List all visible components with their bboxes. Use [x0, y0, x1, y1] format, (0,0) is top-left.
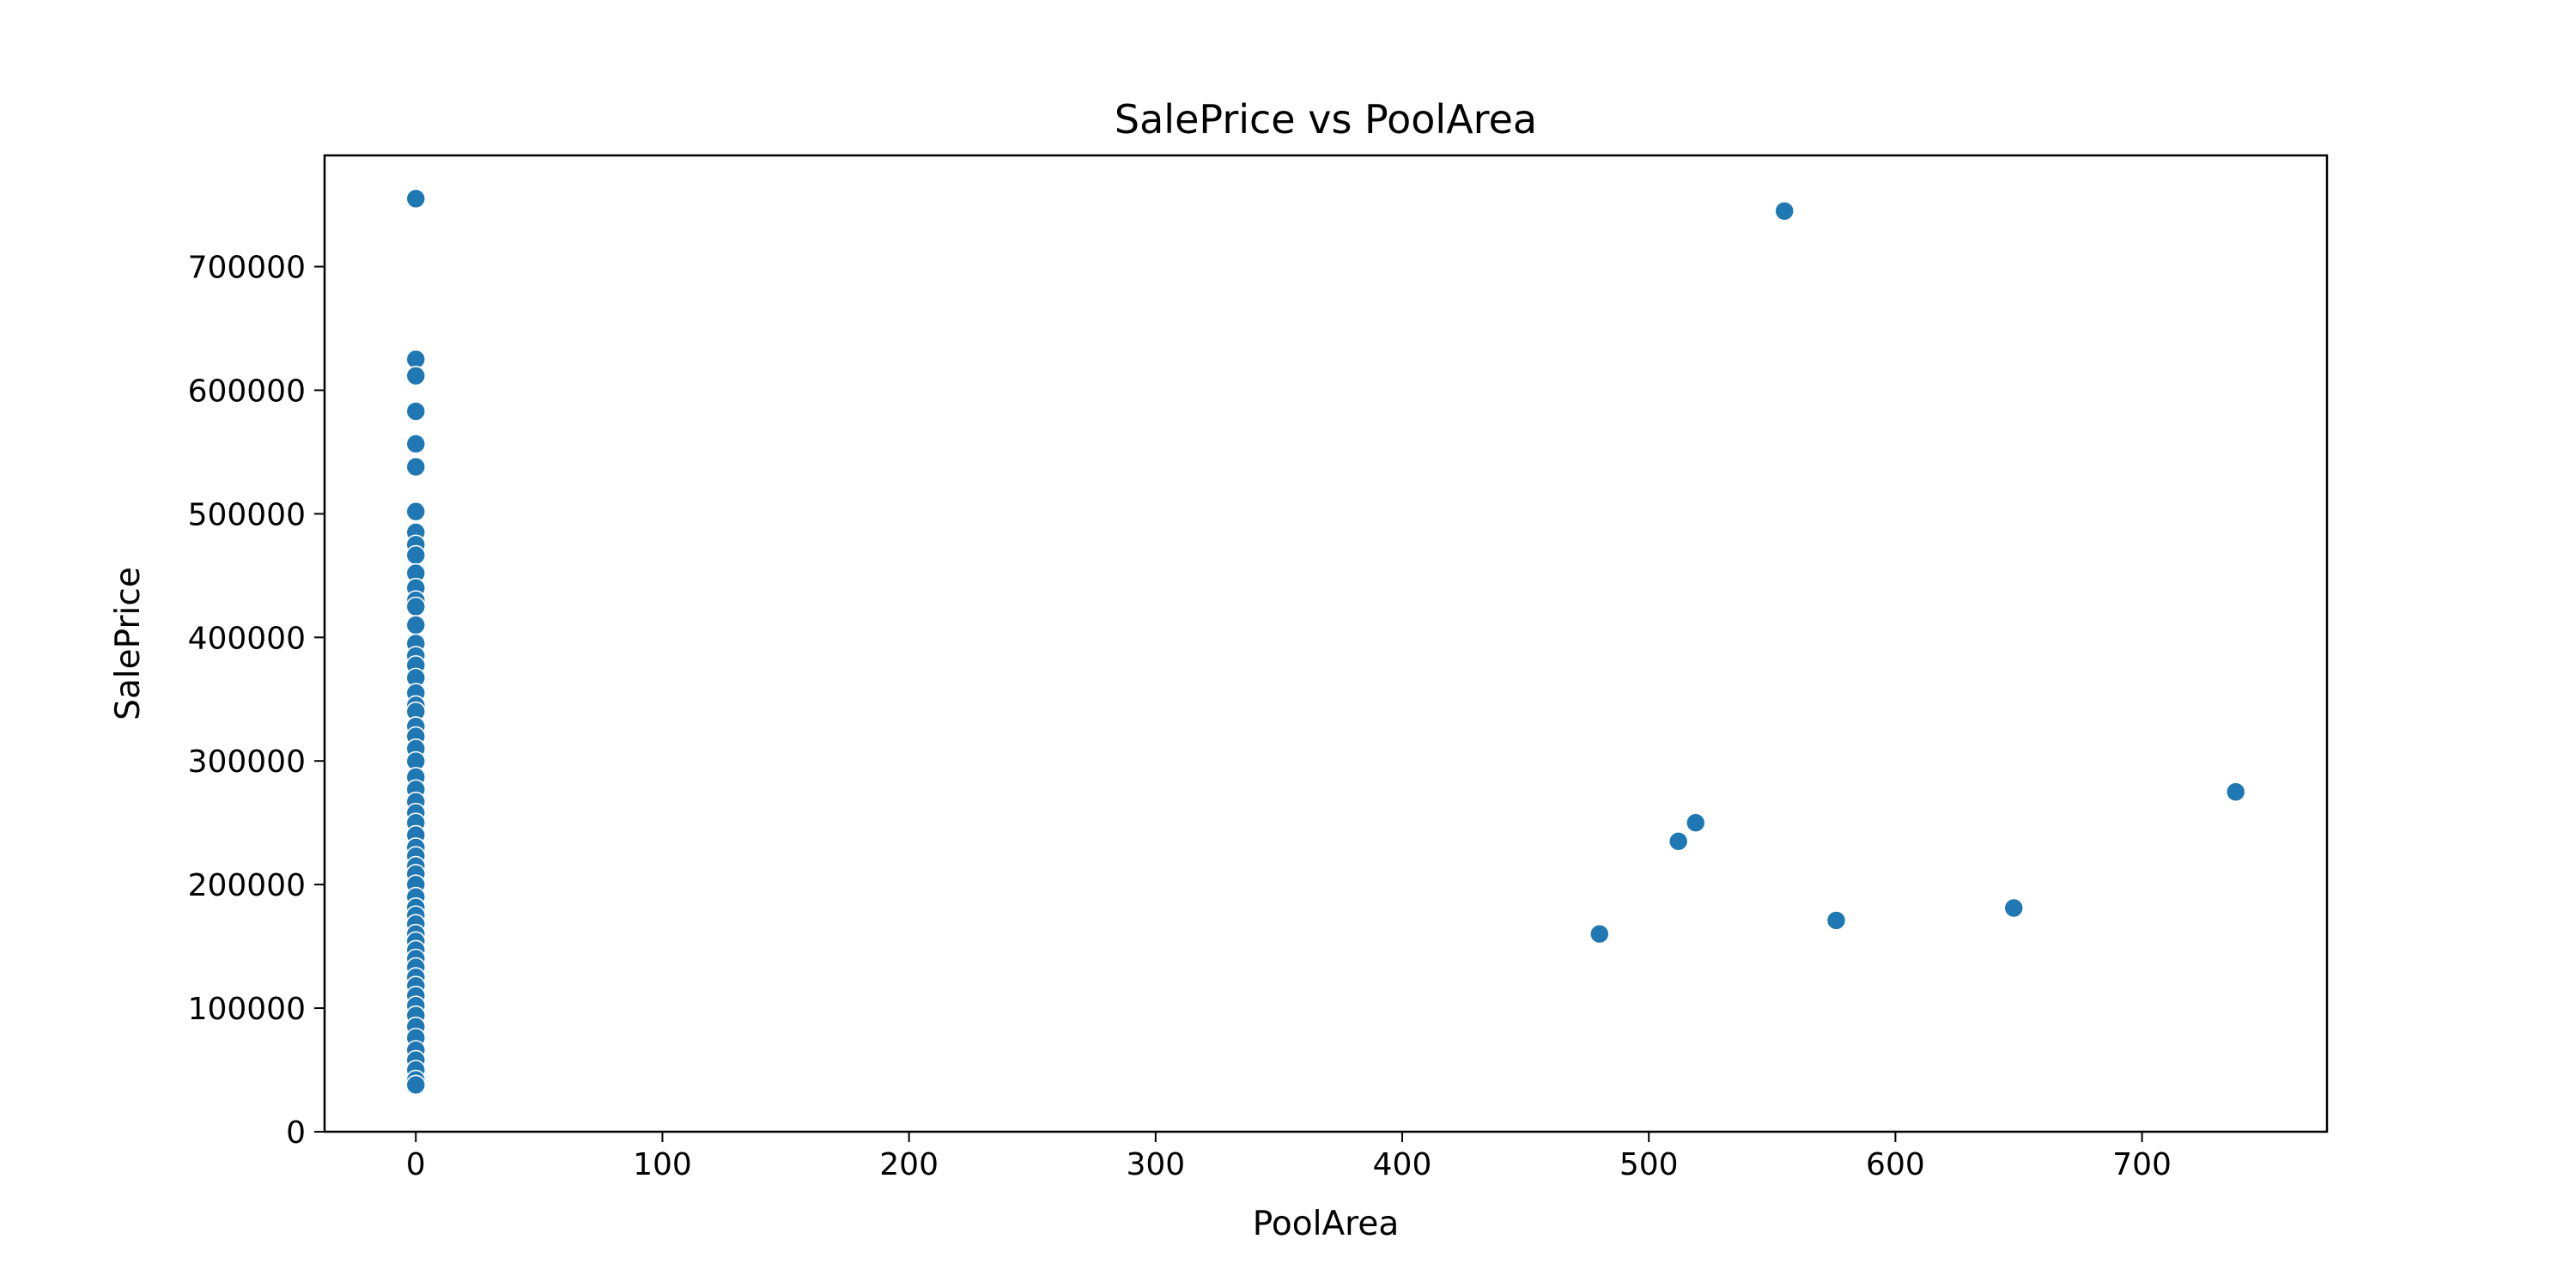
y-tick-label: 0 [286, 1115, 306, 1151]
data-point [1774, 200, 1795, 222]
y-axis-label: SalePrice [109, 567, 148, 720]
data-point [1826, 910, 1847, 931]
x-tick-label: 0 [406, 1147, 426, 1182]
x-tick-label: 700 [2112, 1147, 2172, 1182]
x-tick-label: 500 [1619, 1147, 1679, 1182]
y-tick-label: 200000 [188, 868, 306, 903]
x-tick-label: 300 [1126, 1147, 1185, 1182]
axes-frame [323, 154, 2329, 1133]
data-point [405, 456, 427, 477]
data-points [405, 188, 2246, 1096]
data-point [405, 544, 427, 566]
data-point [405, 434, 427, 454]
y-tick-label: 400000 [188, 621, 306, 656]
data-point [405, 596, 427, 617]
axis-ticks: 0 100 200 300 400 500 600 700 0 100000 200000 30000… [188, 251, 2172, 1182]
data-point [2003, 897, 2025, 919]
chart-title: SalePrice vs PoolArea [1115, 96, 1537, 143]
y-tick-label: 300000 [188, 744, 306, 780]
x-tick-label: 400 [1373, 1147, 1432, 1182]
y-tick-label: 600000 [188, 374, 306, 409]
data-point [1668, 830, 1689, 852]
data-point [405, 615, 427, 635]
y-tick-label: 100000 [188, 992, 306, 1027]
data-point [405, 1074, 427, 1096]
data-point [2225, 781, 2246, 803]
x-tick-label: 200 [879, 1147, 939, 1182]
x-axis-label: PoolArea [1253, 1205, 1399, 1243]
data-point [1685, 812, 1706, 833]
data-point [405, 501, 427, 522]
data-point [1589, 923, 1610, 945]
x-tick-label: 100 [633, 1147, 692, 1182]
data-point [405, 365, 427, 386]
y-tick-label: 700000 [188, 251, 306, 286]
data-point [405, 401, 427, 422]
data-point [405, 188, 427, 210]
y-tick-label: 500000 [188, 497, 306, 532]
x-tick-label: 600 [1866, 1147, 1925, 1182]
